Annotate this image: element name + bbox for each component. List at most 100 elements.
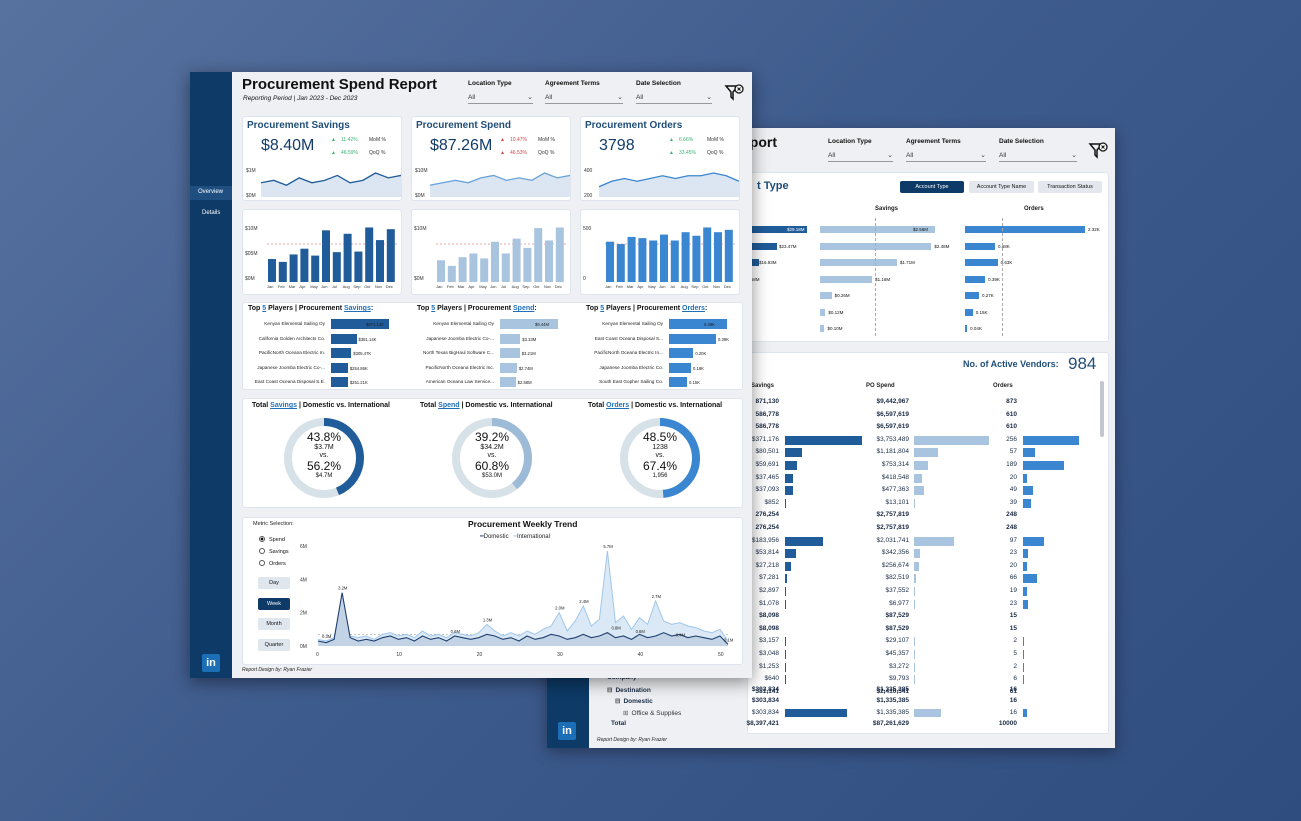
month-bar [616, 244, 625, 282]
metric-link[interactable]: Savings [270, 402, 298, 409]
table-po-cell: $477,363 [881, 486, 909, 494]
top-n-link[interactable]: 5 [262, 305, 267, 312]
player-bar[interactable] [331, 362, 348, 373]
orders-bar[interactable] [965, 226, 1085, 233]
qoq-value: 33.45% [679, 150, 696, 156]
orders-bar[interactable] [965, 275, 986, 283]
collapse-icon[interactable]: ⊟ [607, 686, 613, 694]
donut-v1: $34.2M [480, 444, 504, 451]
player-bar[interactable] [500, 348, 520, 358]
player-bar[interactable] [331, 348, 352, 358]
savings-bar-label: $0.12M [828, 309, 844, 315]
player-bar[interactable] [500, 362, 517, 373]
linkedin-icon[interactable]: in [202, 654, 220, 672]
table-po-cell: $6,597,619 [876, 410, 909, 418]
player-value: 0.20K [695, 351, 707, 356]
metric-link[interactable]: Orders [682, 305, 705, 312]
expand-icon[interactable]: ⊞ [623, 709, 629, 717]
filter-agreement-terms[interactable]: Agreement Terms All ⌄ [545, 80, 623, 104]
top-n-link[interactable]: 5 [431, 305, 436, 312]
tree-savings-cell: $303,834 [751, 697, 779, 704]
orders-bar-label: 0.27K [981, 293, 994, 298]
table-scrollbar[interactable] [1100, 381, 1104, 437]
period-button-day[interactable]: Day [258, 577, 290, 589]
month-label: Jun [659, 284, 666, 289]
tab-account-type[interactable]: Account Type [900, 181, 964, 193]
tab-transaction-status[interactable]: Transaction Status [1038, 181, 1102, 193]
orders-databar [1023, 599, 1029, 609]
collapse-icon[interactable]: ⊟ [615, 698, 621, 705]
nav-details[interactable]: Details [202, 210, 221, 216]
player-bar[interactable] [500, 319, 558, 329]
sparkline-area [430, 173, 570, 197]
player-bar[interactable] [669, 348, 694, 358]
month-bar [469, 253, 478, 282]
mom-arrow-icon: ▲ [500, 137, 505, 143]
savings-bar[interactable] [820, 325, 825, 332]
qoq-value: 46.53% [510, 150, 527, 156]
tree-row-label[interactable]: ⊟ Domestic [615, 698, 653, 705]
metric-link[interactable]: Spend [438, 402, 460, 409]
savings-bar[interactable] [820, 308, 826, 316]
linkedin-icon[interactable]: in [558, 722, 576, 740]
period-button-month[interactable]: Month [258, 618, 290, 630]
savings-bar[interactable] [820, 275, 873, 283]
orders-bar[interactable] [965, 259, 998, 266]
player-bar[interactable] [500, 333, 521, 344]
player-bar[interactable] [500, 377, 516, 387]
top-n-link[interactable]: 5 [600, 305, 605, 312]
back-filter-location[interactable]: Location Type All ⌄ [828, 138, 893, 162]
player-value: $305.47K [353, 351, 372, 356]
tab-account-type-name[interactable]: Account Type Name [969, 181, 1034, 193]
orders-bar[interactable] [965, 242, 995, 250]
metric-radio-savings[interactable]: Savings [259, 548, 289, 555]
player-bar[interactable] [669, 377, 687, 387]
savings-avg-line [875, 218, 876, 336]
player-bar[interactable] [669, 333, 716, 344]
month-bar [649, 240, 658, 282]
tree-row-label[interactable]: ⊞ Office & Supplies [623, 709, 682, 717]
kpi-value: $87.26M [430, 137, 493, 154]
player-bar[interactable] [669, 362, 692, 373]
savings-bar[interactable] [820, 226, 935, 233]
filter-reset-icon[interactable] [1088, 140, 1110, 162]
month-bar [268, 259, 276, 282]
metric-radio-orders[interactable]: Orders [259, 560, 286, 567]
metric-link[interactable]: Spend [513, 305, 535, 312]
period-button-quarter[interactable]: Quarter [258, 638, 290, 651]
player-bar[interactable] [331, 319, 389, 329]
player-bar[interactable] [669, 319, 727, 329]
donut-p1: 48.5% [642, 430, 678, 444]
filter-reset-icon[interactable] [724, 82, 746, 104]
back-filter-date[interactable]: Date Selection All ⌄ [999, 138, 1077, 162]
filter-date-selection[interactable]: Date Selection All ⌄ [636, 80, 712, 104]
orders-bar[interactable] [965, 308, 973, 316]
orders-bar[interactable] [965, 325, 968, 332]
metric-link[interactable]: Orders [606, 402, 630, 409]
player-bar[interactable] [331, 377, 348, 387]
month-bar [703, 227, 712, 282]
month-bar [491, 241, 499, 282]
metric-link[interactable]: Savings [344, 305, 371, 312]
table-po-cell: $37,552 [885, 587, 910, 594]
table-orders-cell: 23 [1009, 549, 1017, 557]
table-orders-cell: 256 [1006, 435, 1017, 443]
reporting-period: Reporting Period | Jan 2023 - Dec 2023 [243, 95, 358, 102]
orders-bar[interactable] [965, 292, 979, 299]
month-label: May [648, 284, 656, 289]
savings-bar[interactable] [820, 292, 832, 299]
donut-title: Total Savings | Domestic vs. Internation… [252, 402, 390, 409]
player-bar[interactable] [331, 333, 357, 344]
nav-overview[interactable]: Overview [190, 186, 232, 200]
savings-databar [785, 662, 786, 672]
tree-row-label[interactable]: ⊟ Destination [607, 686, 651, 694]
period-button-week[interactable]: Week [258, 597, 290, 610]
filter-location-type[interactable]: Location Type All ⌄ [468, 80, 533, 104]
radio-icon [259, 536, 265, 542]
back-filter-agreement[interactable]: Agreement Terms All ⌄ [906, 138, 986, 162]
savings-bar[interactable] [820, 259, 897, 266]
tree-po-cell: $1,335,385 [876, 685, 909, 693]
metric-radio-spend[interactable]: Spend [259, 536, 285, 543]
table-savings-cell: 381,141 [755, 687, 780, 695]
player-value: $251.21K [349, 380, 368, 385]
